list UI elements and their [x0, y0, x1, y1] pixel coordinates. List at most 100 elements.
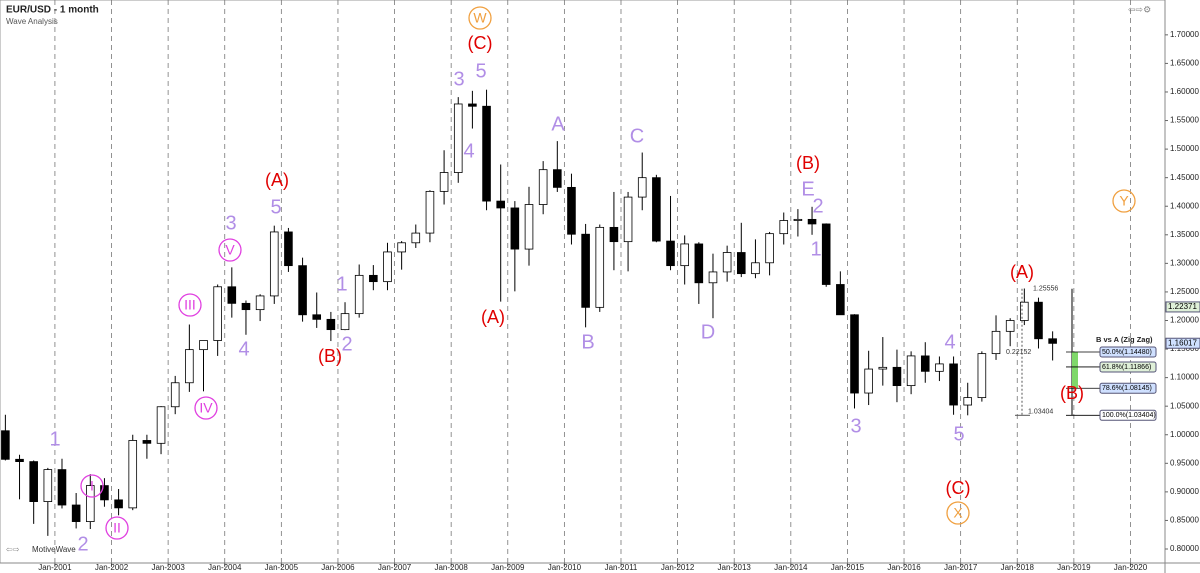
candle-body	[722, 252, 732, 273]
scroll-icon[interactable]: ⇦⇨	[6, 545, 20, 554]
candle-body	[637, 177, 647, 198]
candle-body	[411, 232, 421, 244]
x-tick-label: Jan-2008	[434, 563, 468, 572]
candle-body	[43, 469, 53, 502]
y-tick-label: 1.50000	[1170, 144, 1199, 153]
candle-body	[71, 504, 81, 522]
candle-body	[100, 485, 109, 501]
x-tick-label: Jan-2013	[718, 563, 752, 572]
candle-body	[142, 440, 152, 444]
candle-body	[708, 271, 718, 284]
candle-body	[751, 262, 760, 275]
candle-body	[666, 240, 675, 267]
candle-body	[595, 226, 605, 308]
candle-body	[977, 353, 987, 399]
candle-body	[156, 406, 166, 444]
candle-body	[199, 340, 208, 351]
candle-body	[949, 363, 958, 406]
y-tick-label: 1.45000	[1170, 173, 1199, 182]
candle-body	[581, 233, 590, 308]
x-tick-label: Jan-2001	[38, 563, 72, 572]
candle-body	[468, 103, 477, 107]
candle-body	[397, 242, 406, 253]
wave-label: 5	[953, 423, 964, 445]
x-tick-label: Jan-2005	[265, 563, 299, 572]
candle-body	[29, 461, 38, 502]
x-tick-label: Jan-2006	[321, 563, 355, 572]
candle-body	[425, 190, 435, 234]
price-label: 1.22371	[1168, 302, 1197, 311]
wave-label: 4	[238, 338, 249, 360]
candle-body	[255, 295, 265, 311]
wave-label: III	[184, 297, 196, 313]
measure-label: 1.03404	[1028, 409, 1053, 416]
wave-label: (B)	[796, 153, 820, 173]
y-tick-label: 1.25000	[1170, 287, 1199, 296]
y-tick-label: 0.90000	[1170, 487, 1199, 496]
wave-label: IV	[199, 400, 213, 416]
candle-body	[114, 499, 123, 509]
wave-label: (C)	[468, 33, 493, 53]
candle-body	[821, 223, 831, 285]
fib-label-box	[1099, 382, 1157, 394]
candle-body	[213, 286, 222, 341]
measure-label: 1.25556	[1033, 286, 1058, 293]
candle-body	[369, 274, 378, 283]
wave-label: V	[225, 242, 235, 258]
candle-body	[57, 469, 67, 506]
wave-label: 2	[341, 333, 352, 355]
wave-label: 5	[270, 196, 281, 218]
wave-label: (A)	[265, 170, 289, 190]
wave-label: II	[113, 520, 121, 536]
candle-body	[85, 485, 95, 522]
wave-label: A	[551, 113, 565, 135]
x-tick-label: Jan-2016	[887, 563, 921, 572]
wave-label: B	[581, 331, 594, 353]
fib-label-box	[1099, 346, 1157, 358]
candle-body	[298, 265, 307, 316]
candle-body	[326, 318, 336, 331]
wave-label: 3	[225, 212, 236, 234]
wave-circle	[218, 238, 242, 262]
wave-label: X	[953, 505, 963, 521]
y-tick-label: 1.05000	[1170, 401, 1199, 410]
x-tick-label: Jan-2014	[774, 563, 808, 572]
candle-body	[694, 243, 704, 284]
fib-label: 100.0%(1.03404)	[1102, 412, 1156, 419]
fib-label-box	[1099, 361, 1157, 373]
y-tick-label: 1.40000	[1170, 201, 1199, 210]
wave-label: 2	[77, 533, 88, 555]
candle-body	[779, 220, 789, 235]
x-tick-label: Jan-2012	[661, 563, 695, 572]
wave-circle	[194, 396, 218, 420]
candle-body	[170, 382, 180, 408]
candle-body	[496, 200, 505, 209]
candle-body	[538, 169, 548, 205]
fib-zone	[1072, 352, 1078, 389]
wave-label: 3	[850, 415, 861, 437]
candle-body	[892, 366, 902, 387]
candle-body	[906, 355, 916, 387]
candle-body	[185, 349, 194, 384]
wave-label: (B)	[1060, 383, 1084, 403]
y-tick-label: 1.70000	[1170, 30, 1199, 39]
wave-label: (B)	[318, 346, 342, 366]
y-tick-label: 0.95000	[1170, 458, 1199, 467]
y-tick-label: 1.00000	[1170, 430, 1199, 439]
candle-body	[1, 430, 10, 460]
x-tick-label: Jan-2003	[151, 563, 185, 572]
brand: MotiveWave	[32, 545, 76, 554]
candle-body	[269, 231, 279, 297]
wave-circle	[468, 6, 492, 30]
wave-label: I	[90, 478, 94, 494]
candle-body	[128, 440, 138, 509]
candle-body	[227, 286, 237, 304]
window-controls[interactable]: ⇦⇨⚙	[1128, 4, 1151, 14]
fib-label: 78.6%(1.08145)	[1102, 385, 1152, 392]
candle-body	[15, 458, 24, 462]
candle-body	[340, 313, 350, 331]
wave-label: 1	[336, 273, 347, 295]
candle-body	[312, 314, 322, 320]
wave-label: (A)	[481, 307, 505, 327]
